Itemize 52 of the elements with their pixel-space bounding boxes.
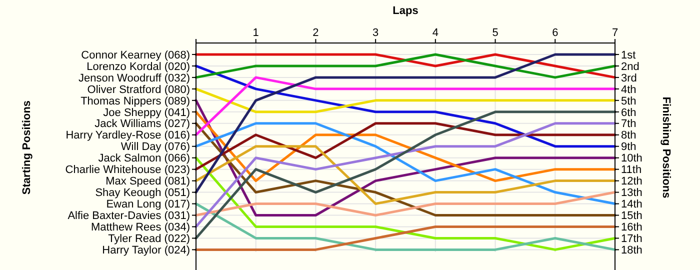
line-series: [194, 53, 616, 194]
text: Harry Taylor (024): [102, 244, 190, 257]
text: Shay Keough (051): [95, 187, 190, 200]
text: Ewan Long (017): [106, 198, 190, 211]
text: Will Day (076): [120, 141, 190, 154]
y-tick-label: 15th: [621, 210, 642, 222]
x-tick-label: 6: [552, 27, 558, 39]
x-tick-label: 2: [312, 27, 319, 39]
y-tick-label: 6th: [621, 106, 636, 119]
text: Tyler Read (022): [108, 233, 190, 246]
x-tick-label: 5: [492, 27, 498, 39]
text: Lorenzo Kordal (020): [86, 60, 190, 73]
y-tick-label: 14th: [621, 198, 642, 211]
text: Oliver Stratford (080): [87, 84, 190, 96]
y-axis-title: Finishing Positions: [660, 96, 672, 198]
text: Connor Kearney (068): [81, 49, 190, 62]
text: Joe Sheppy (041): [103, 106, 190, 119]
y-tick-label: 11th: [621, 164, 642, 176]
y-tick-label: 13th: [621, 187, 642, 200]
text: Jenson Woodruff (032): [78, 72, 190, 84]
text: Harry Yardley-Rose (016): [66, 130, 190, 142]
y-tick-label: 17th: [621, 233, 642, 246]
text: Alfie Baxter-Davies (031): [68, 210, 190, 222]
y-tick-label: 5th: [621, 95, 636, 108]
y-tick-label: 2nd: [621, 60, 640, 73]
x-tick-label: 3: [372, 27, 379, 39]
line-series: [194, 145, 616, 206]
x-tick-label: 1: [252, 27, 259, 39]
y-tick-label: 12th: [621, 176, 642, 188]
text: Thomas Nippers (089): [80, 95, 190, 108]
text: Starting Positions: [21, 100, 33, 195]
line-series: [194, 122, 616, 171]
y-tick-label: 4th: [621, 84, 636, 96]
y-tick-label: 1st: [621, 49, 636, 62]
x-axis-title: Laps: [392, 5, 418, 17]
text: Charlie Whitehouse (023): [65, 164, 190, 176]
text: Jack Salmon (066): [98, 152, 190, 165]
text: Max Speed (081): [106, 176, 190, 188]
line-series: [194, 64, 616, 148]
x-tick-label: 7: [612, 27, 618, 39]
line-series: [194, 110, 616, 240]
line-series: [194, 156, 616, 251]
y-tick-label: 16th: [621, 222, 642, 234]
y-tick-label: 18th: [621, 244, 642, 257]
y-tick-label: 9th: [621, 141, 636, 154]
x-tick-label: 4: [432, 27, 438, 39]
y-tick-label: 7th: [621, 118, 636, 130]
text: Matthew Rees (034): [90, 222, 190, 234]
text: Jack Williams (027): [94, 118, 190, 130]
y-tick-label: 3rd: [621, 72, 637, 84]
y-tick-label: 10th: [621, 152, 642, 165]
y-tick-label: 8th: [621, 130, 636, 142]
